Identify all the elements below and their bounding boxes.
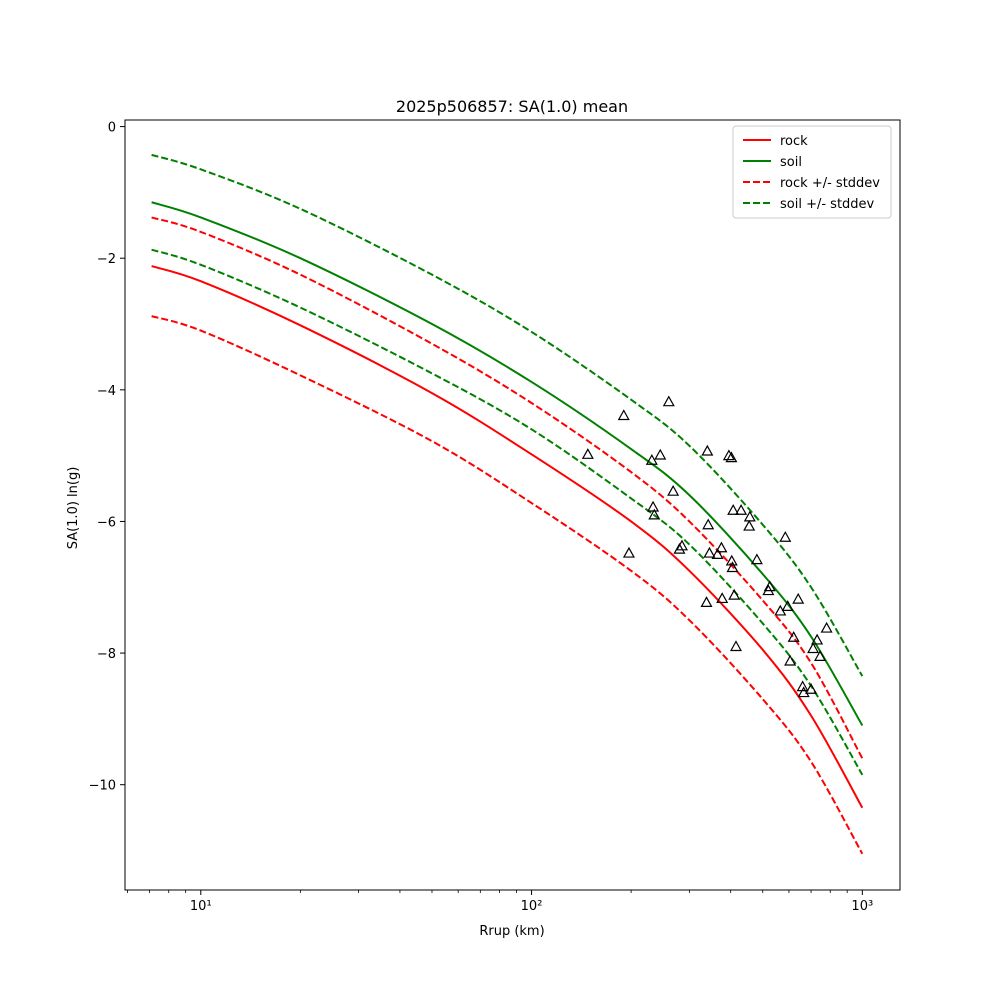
series-line-5 (151, 153, 864, 677)
observation-point (763, 580, 776, 592)
plot-frame (124, 119, 901, 891)
observation-point (703, 546, 716, 558)
observation-point (716, 592, 729, 604)
observation-point (722, 449, 735, 461)
y-tick-label: −8 (97, 647, 116, 662)
observation-point (725, 451, 738, 463)
chart-title: 2025p506857: SA(1.0) mean (396, 97, 628, 116)
observation-point (820, 621, 833, 633)
observation-point (750, 553, 763, 565)
observation-point (811, 633, 824, 645)
x-tick-label: 10¹ (190, 899, 212, 914)
observation-point (675, 539, 689, 551)
plot-area (151, 153, 864, 855)
observation-point (667, 484, 680, 496)
legend-box (732, 125, 892, 219)
observation-point (735, 504, 748, 515)
legend-label: soil (780, 155, 802, 170)
x-tick-label: 10² (521, 899, 543, 914)
observation-point (784, 654, 797, 666)
observation-point (814, 650, 827, 661)
observation-point (581, 448, 594, 459)
observation-point (701, 444, 714, 456)
observation-point (728, 588, 741, 600)
y-tick-label: −4 (97, 384, 116, 399)
observation-point (715, 541, 728, 553)
y-tick-label: −6 (97, 515, 116, 530)
observation-point (779, 531, 792, 542)
observation-point (787, 631, 800, 642)
series-line-1 (151, 265, 864, 809)
observation-point (673, 542, 686, 554)
observation-point (711, 548, 724, 559)
observation-point (729, 640, 742, 652)
observation-point (807, 642, 820, 654)
observation-point (743, 510, 756, 522)
observation-point (645, 454, 658, 465)
observation-point (743, 519, 756, 531)
x-axis-label: Rrup (km) (479, 924, 544, 939)
observation-point (622, 546, 635, 558)
observation-point (662, 395, 675, 407)
observation-point (805, 683, 818, 694)
y-tick-label: −10 (89, 779, 116, 794)
series-group (151, 153, 864, 855)
x-tick-label: 10³ (851, 899, 873, 914)
observation-point (654, 448, 667, 460)
observation-point (726, 561, 739, 573)
series-line-4 (151, 315, 864, 855)
legend: rock soil rock +/- stddev soil +/- stddev (732, 125, 892, 219)
observation-point (700, 596, 713, 608)
observation-markers (581, 395, 833, 698)
legend-label: rock +/- stddev (780, 176, 880, 191)
series-line-6 (151, 248, 864, 776)
y-tick-label: −2 (97, 252, 116, 267)
legend-label: rock (780, 134, 808, 149)
observation-point (792, 592, 805, 604)
observation-point (727, 504, 740, 515)
y-tick-label: 0 (108, 121, 116, 136)
y-axis-label: SA(1.0) ln(g) (66, 467, 81, 550)
observation-point (702, 518, 715, 530)
observation-point (648, 508, 661, 520)
legend-label: soil +/- stddev (780, 197, 875, 212)
series-line-3 (151, 216, 864, 759)
observation-point (617, 409, 630, 421)
axes: 10¹ 10² 10³ 0 −2 −4 −6 −8 −10 (89, 119, 901, 914)
series-line-2 (151, 201, 864, 726)
observation-point (781, 600, 794, 611)
